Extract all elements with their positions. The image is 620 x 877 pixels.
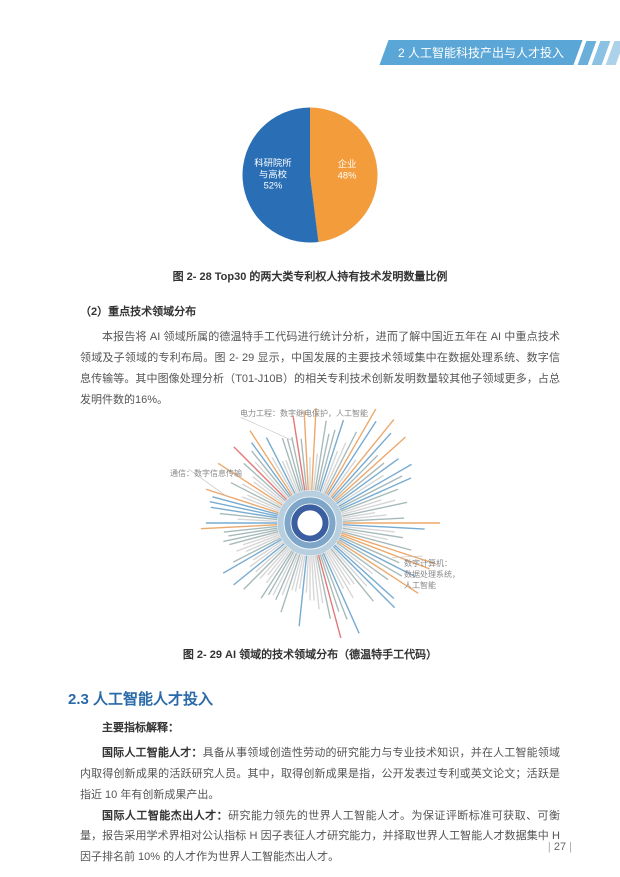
chapter-label-text: 2 人工智能科技产出与人才投入 bbox=[398, 44, 564, 61]
section-2-p1: 国际人工智能人才：具备从事领域创造性劳动的研究能力与专业技术知识，并在人工智能领… bbox=[80, 743, 560, 806]
svg-text:与高校: 与高校 bbox=[259, 168, 288, 179]
page-number: 27 bbox=[548, 841, 572, 853]
radial-chart-region: 电力工程：数字继电保护，人工智能 通信：数字信息传输 数字计算机： 数据处理系统… bbox=[0, 408, 620, 662]
chapter-label: 2 人工智能科技产出与人才投入 bbox=[379, 40, 582, 65]
section-2: 主要指标解释： 国际人工智能人才：具备从事领域创造性劳动的研究能力与专业技术知识… bbox=[80, 718, 560, 868]
radial-chart: 电力工程：数字继电保护，人工智能 通信：数字信息传输 数字计算机： 数据处理系统… bbox=[180, 408, 440, 638]
svg-text:企业: 企业 bbox=[338, 158, 357, 169]
term-1: 国际人工智能人才： bbox=[102, 747, 203, 759]
radial-label-left: 通信：数字信息传输 bbox=[170, 468, 242, 479]
section-2-subhead: 主要指标解释： bbox=[80, 718, 560, 739]
svg-text:48%: 48% bbox=[338, 170, 357, 180]
section-1: （2）重点技术领域分布 本报告将 AI 领域所属的德温特手工代码进行统计分析，进… bbox=[80, 302, 560, 410]
header-band: 2 人工智能科技产出与人才投入 bbox=[384, 40, 620, 65]
radial-label-right: 数字计算机： 数据处理系统， 人工智能 bbox=[404, 558, 460, 591]
pie-chart-region: 企业48% 科研院所与高校 52% 图 2- 28 Top30 的两大类专利权人持有… bbox=[0, 100, 620, 284]
radial-label-top: 电力工程：数字继电保护，人工智能 bbox=[240, 408, 368, 419]
pie-caption: 图 2- 28 Top30 的两大类专利权人持有技术发明数量比例 bbox=[0, 268, 620, 284]
svg-text:52%: 52% bbox=[264, 181, 283, 191]
section-1-subhead: （2）重点技术领域分布 bbox=[80, 302, 560, 323]
section-title-2-3: 2.3 人工智能人才投入 bbox=[68, 688, 213, 709]
section-1-para: 本报告将 AI 领域所属的德温特手工代码进行统计分析，进而了解中国近五年在 AI… bbox=[80, 327, 560, 411]
section-2-p2: 国际人工智能杰出人才：研究能力领先的世界人工智能人才。为保证评断标准可获取、可衡… bbox=[80, 806, 560, 869]
radial-caption: 图 2- 29 AI 领域的技术领域分布（德温特手工代码） bbox=[0, 646, 620, 662]
term-2: 国际人工智能杰出人才： bbox=[102, 810, 228, 822]
pie-chart: 企业48% 科研院所与高校 52% bbox=[235, 100, 385, 250]
svg-text:科研院所: 科研院所 bbox=[254, 157, 291, 168]
